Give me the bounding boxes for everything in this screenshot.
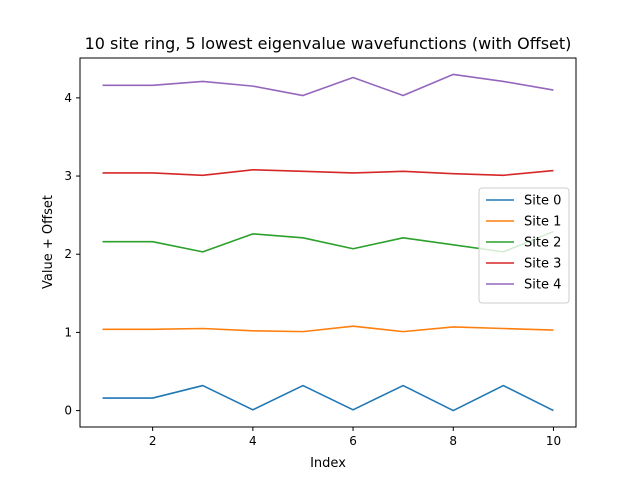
series-layer: [102, 73, 554, 412]
legend-box: [478, 187, 570, 304]
legend-label-0: Site 0: [524, 194, 561, 209]
legend-label-1: Site 1: [524, 215, 561, 230]
x-tick-label-1: 4: [249, 434, 257, 448]
y-tick-label-1: 1: [64, 325, 72, 339]
x-axis: 2 4 6 8 10: [149, 427, 561, 448]
series-line-4: [102, 73, 554, 97]
y-tick-label-4: 4: [64, 91, 72, 105]
y-tick-label-2: 2: [64, 247, 72, 261]
series-line-2: [102, 230, 554, 253]
x-tick-label-3: 8: [449, 434, 457, 448]
x-tick-label-4: 10: [546, 434, 561, 448]
series-line-1: [102, 325, 554, 333]
x-axis-label: Index: [310, 456, 346, 471]
plot-frame: [79, 57, 577, 428]
legend-label-4: Site 4: [524, 278, 561, 293]
legend-label-3: Site 3: [524, 257, 561, 272]
y-axis-label: Value + Offset: [41, 195, 56, 289]
legend: Site 0 Site 1 Site 2 Site 3 Site 4: [478, 187, 570, 304]
y-tick-label-0: 0: [64, 404, 72, 418]
legend-label-2: Site 2: [524, 236, 561, 251]
y-tick-label-3: 3: [64, 169, 72, 183]
series-line-0: [102, 384, 554, 412]
x-tick-label-0: 2: [149, 434, 157, 448]
y-axis: 0 1 2 3 4: [64, 91, 80, 418]
chart-title: 10 site ring, 5 lowest eigenvalue wavefu…: [85, 34, 572, 53]
series-line-3: [102, 168, 554, 177]
x-tick-label-2: 6: [349, 434, 357, 448]
